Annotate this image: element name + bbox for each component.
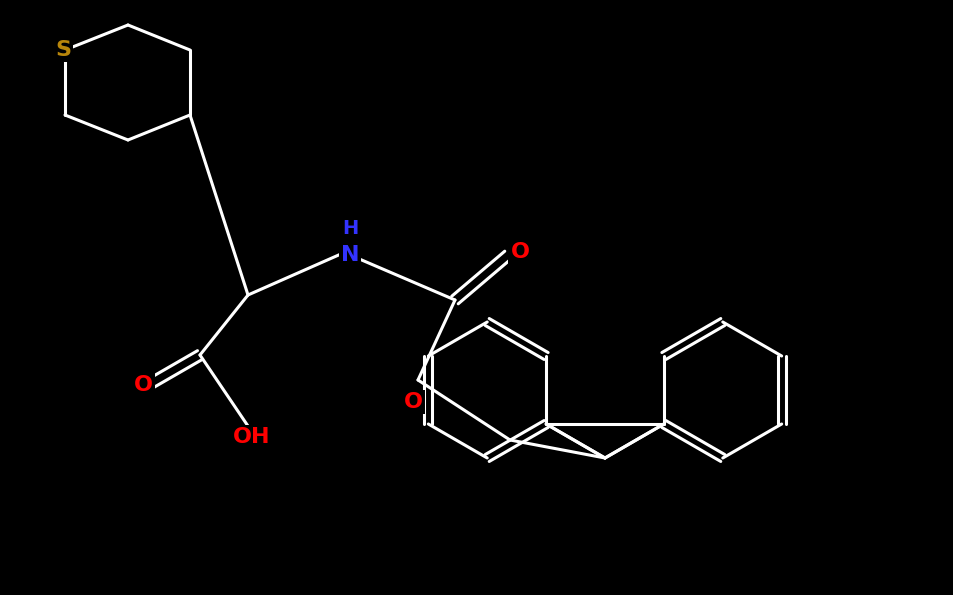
Text: N: N [340,245,359,265]
Text: O: O [403,392,422,412]
Text: H: H [341,218,357,237]
Text: OH: OH [233,427,271,447]
Text: O: O [510,242,529,262]
Text: O: O [133,375,152,395]
Text: S: S [55,40,71,60]
